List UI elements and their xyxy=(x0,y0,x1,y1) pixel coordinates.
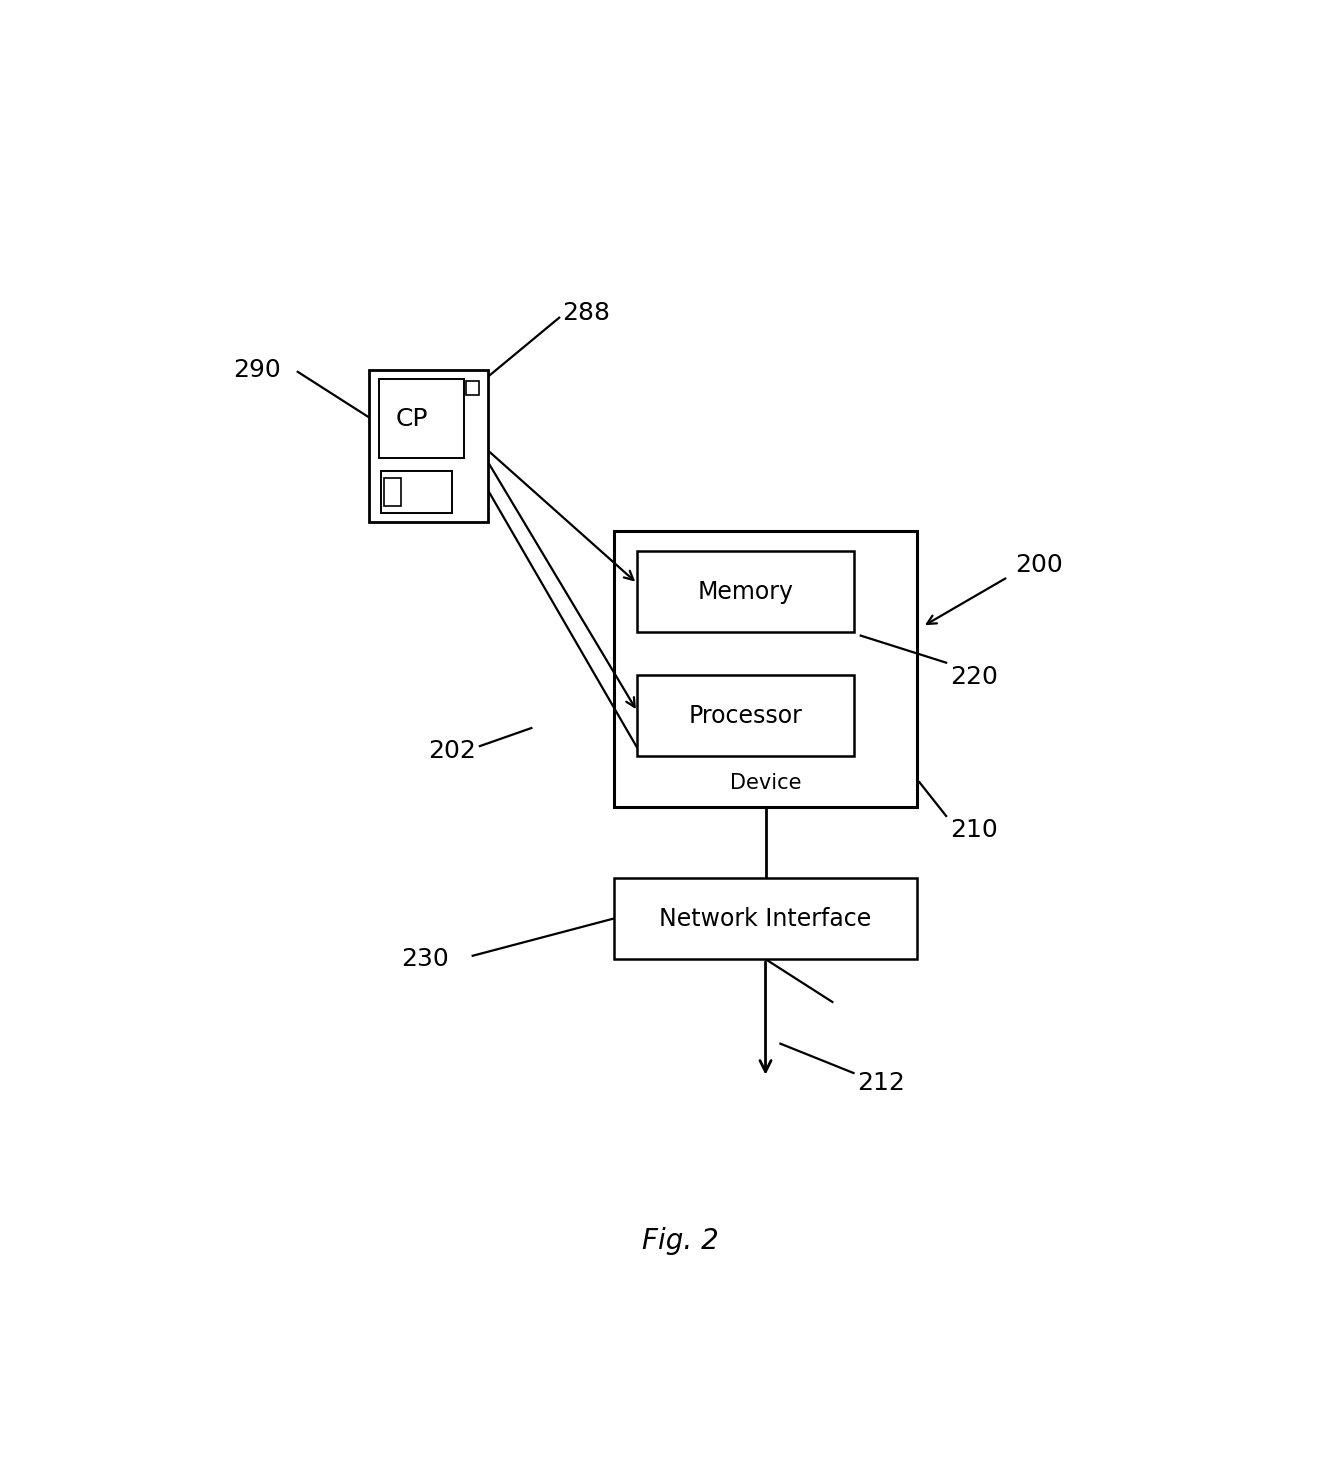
Bar xyxy=(637,550,854,632)
Bar xyxy=(378,379,463,458)
Bar xyxy=(614,531,918,807)
Text: 202: 202 xyxy=(429,739,477,763)
Text: 230: 230 xyxy=(401,947,449,971)
Bar xyxy=(369,370,487,523)
Text: 200: 200 xyxy=(1015,552,1062,577)
Bar xyxy=(637,675,854,757)
Text: CP: CP xyxy=(396,407,428,430)
Text: 212: 212 xyxy=(858,1072,906,1095)
Bar xyxy=(381,470,452,514)
Text: Network Interface: Network Interface xyxy=(660,906,871,931)
Text: Memory: Memory xyxy=(697,580,793,603)
Text: 210: 210 xyxy=(951,817,999,842)
Text: Device: Device xyxy=(730,773,801,793)
Bar xyxy=(384,479,401,507)
Bar xyxy=(466,381,479,395)
Text: 220: 220 xyxy=(951,665,999,690)
Text: Processor: Processor xyxy=(688,704,802,728)
Text: 290: 290 xyxy=(232,357,280,382)
Text: Fig. 2: Fig. 2 xyxy=(643,1227,718,1255)
Text: 288: 288 xyxy=(562,302,611,325)
Bar xyxy=(614,878,918,959)
